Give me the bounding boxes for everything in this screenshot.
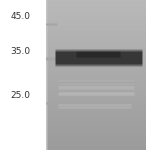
Text: 25.0: 25.0 xyxy=(11,91,31,100)
Text: 45.0: 45.0 xyxy=(11,12,31,21)
Text: 35.0: 35.0 xyxy=(11,47,31,56)
